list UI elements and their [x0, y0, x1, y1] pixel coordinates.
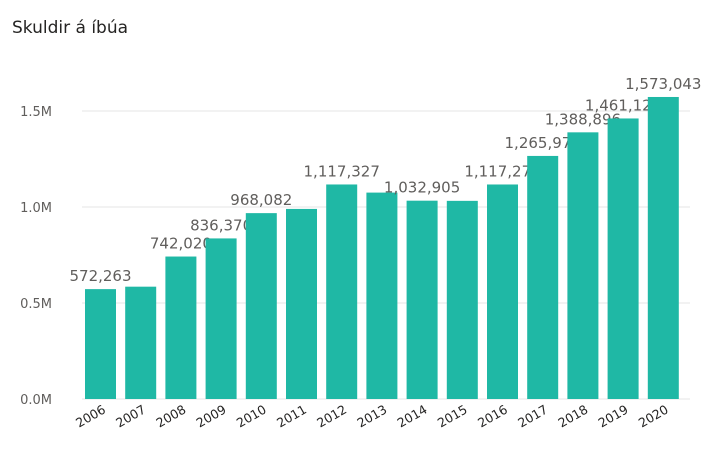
x-tick-label: 2015: [435, 402, 470, 431]
bar: [406, 200, 438, 399]
y-tick-label: 0.0M: [20, 393, 52, 408]
data-label: 1,117,273: [464, 162, 540, 180]
x-tick-label: 2008: [153, 402, 188, 431]
bar: [487, 184, 518, 399]
data-label: 1,388,896: [545, 110, 621, 128]
bar: [527, 155, 559, 399]
x-tick-label: 2016: [475, 402, 510, 431]
x-tick-label: 2013: [354, 402, 389, 431]
x-tick-label: 2014: [395, 402, 430, 431]
data-label: 742,020: [150, 235, 212, 253]
data-label: 1,265,978: [505, 134, 581, 152]
x-tick-label: 2009: [194, 402, 229, 431]
bar: [286, 208, 317, 399]
bar: [85, 289, 116, 399]
x-tick-label: 2012: [314, 402, 349, 431]
y-tick-label: 0.5M: [20, 297, 52, 312]
data-label: 968,082: [230, 191, 292, 209]
y-tick-label: 1.0M: [20, 201, 52, 216]
bar: [205, 238, 237, 399]
bar: [446, 200, 478, 399]
x-tick-label: 2017: [515, 402, 550, 431]
x-tick-label: 2019: [596, 402, 631, 431]
bar: [366, 192, 398, 399]
data-label: 1,573,043: [625, 75, 701, 93]
x-tick-label: 2018: [555, 402, 590, 431]
data-label: 1,461,126: [585, 96, 661, 114]
data-label: 1,117,327: [304, 162, 380, 180]
x-tick-label: 2010: [234, 402, 269, 431]
x-tick-label: 2011: [274, 402, 309, 431]
bar: [567, 132, 599, 399]
y-tick-label: 1.5M: [20, 105, 52, 120]
bar: [125, 286, 157, 399]
data-label: 836,370: [190, 216, 252, 234]
bar: [245, 213, 277, 399]
data-label: 1,032,905: [384, 179, 460, 197]
bar: [647, 96, 679, 400]
x-tick-label: 2020: [636, 402, 671, 431]
bar: [607, 118, 639, 399]
x-tick-label: 2007: [113, 402, 148, 431]
bar: [165, 256, 197, 399]
bar: [326, 184, 358, 399]
data-label: 572,263: [69, 267, 131, 285]
chart-title: Skuldir á íbúa: [12, 18, 129, 38]
x-tick-label: 2006: [73, 402, 108, 431]
